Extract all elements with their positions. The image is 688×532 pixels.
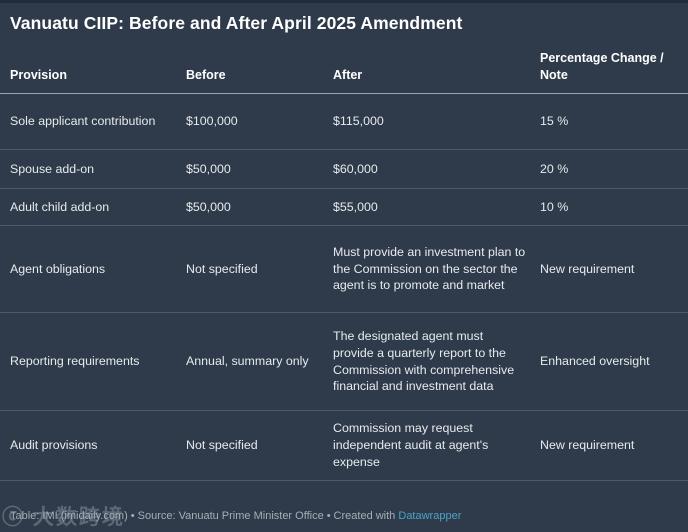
- cell-before: $50,000: [186, 161, 231, 176]
- cell-after: $55,000: [333, 199, 378, 214]
- cell-after: $115,000: [333, 114, 384, 128]
- column-header-note: Percentage Change / Note: [540, 50, 664, 82]
- cell-note: New requirement: [540, 261, 635, 276]
- footer-created-with: Created with: [333, 510, 396, 522]
- table-row: Adult child add-on $50,000 $55,000 10 %: [0, 189, 688, 226]
- cell-provision: Adult child add-on: [10, 199, 110, 214]
- cell-note: 15 %: [540, 114, 569, 128]
- cell-provision: Spouse add-on: [10, 161, 95, 176]
- table-row: Audit provisions Not specified Commissio…: [0, 411, 688, 481]
- footer-source: Source: Vanuatu Prime Minister Office: [137, 510, 324, 522]
- table-row: Sole applicant contribution $100,000 $11…: [0, 94, 688, 150]
- cell-before: $100,000: [186, 114, 238, 128]
- table-row: Spouse add-on $50,000 $60,000 20 %: [0, 150, 688, 189]
- cell-provision: Audit provisions: [10, 437, 98, 452]
- footer-table-credit: Table: IMI (imidaily.com): [10, 510, 128, 522]
- cell-before: Annual, summary only: [186, 354, 309, 368]
- cell-note: Enhanced oversight: [540, 354, 650, 368]
- page-title: Vanuatu CIIP: Before and After April 202…: [10, 13, 463, 33]
- column-header-after: After: [333, 67, 363, 82]
- column-header-provision: Provision: [10, 67, 67, 82]
- footer-attribution: Table: IMI (imidaily.com) • Source: Vanuat…: [10, 510, 678, 522]
- table-row: Agent obligations Not specified Must pro…: [0, 226, 688, 313]
- cell-note: New requirement: [540, 437, 635, 452]
- table-row: Reporting requirements Annual, summary o…: [0, 313, 688, 411]
- footer-separator: •: [326, 510, 331, 522]
- cell-before: Not specified: [186, 437, 258, 452]
- cell-before: Not specified: [186, 261, 258, 276]
- footer-separator: •: [130, 510, 135, 522]
- cell-after: Must provide an investment plan to the C…: [333, 244, 526, 293]
- cell-after: The designated agent must provide a quar…: [333, 328, 515, 394]
- table-header: Provision Before After Percentage Change…: [0, 34, 688, 94]
- cell-note: 20 %: [540, 161, 569, 176]
- cell-provision: Agent obligations: [10, 261, 106, 276]
- cell-note: 10 %: [540, 199, 569, 214]
- cell-provision: Reporting requirements: [10, 354, 140, 368]
- cell-after: Commission may request independent audit…: [333, 421, 489, 469]
- cell-after: $60,000: [333, 161, 378, 176]
- cell-provision: Sole applicant contribution: [10, 114, 156, 128]
- datawrapper-link[interactable]: Datawrapper: [398, 510, 462, 522]
- cell-before: $50,000: [186, 199, 231, 214]
- column-header-before: Before: [186, 67, 226, 82]
